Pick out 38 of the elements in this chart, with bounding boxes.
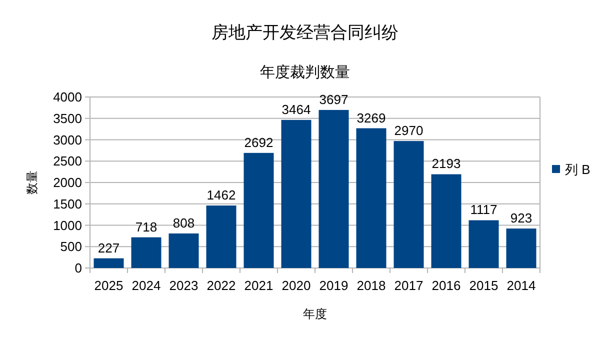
subtitle: 年度裁判数量 [260, 64, 350, 81]
x-tick-label: 2025 [94, 278, 124, 293]
y-tick-label: 4000 [53, 90, 82, 104]
x-tick-label: 2018 [356, 278, 386, 293]
y-tick-label: 0 [74, 260, 82, 276]
x-tick-label: 2024 [132, 278, 161, 293]
data-label: 3269 [356, 110, 386, 126]
x-tick-label: 2016 [432, 278, 461, 293]
data-label: 923 [510, 210, 532, 226]
x-tick-label: 2020 [282, 278, 311, 293]
y-tick-label: 1000 [53, 218, 82, 233]
legend-label: 列 B [565, 162, 590, 177]
data-label: 3464 [282, 102, 311, 117]
y-tick-label: 3000 [53, 132, 82, 148]
data-label: 2692 [244, 134, 274, 150]
x-tick-label: 2017 [394, 278, 424, 293]
y-tick-label: 2500 [53, 154, 82, 169]
data-label: 2970 [394, 123, 424, 138]
y-tick-label: 3500 [53, 110, 82, 126]
data-label: 3697 [319, 92, 348, 107]
y-tick-label: 500 [60, 239, 82, 254]
data-label: 1117 [470, 202, 498, 218]
x-tick-label: 2023 [169, 278, 198, 293]
x-tick-label: 2021 [244, 278, 274, 293]
data-label: 2193 [432, 156, 461, 172]
data-label: 1462 [206, 188, 236, 202]
x-axis-title: 年度 [303, 307, 327, 321]
x-tick-label: 2014 [506, 278, 536, 293]
data-label: 227 [98, 240, 120, 256]
x-tick-label: 2019 [319, 278, 348, 293]
y-tick-label: 1500 [53, 196, 82, 212]
data-label: 718 [135, 219, 158, 234]
y-tick-label: 2000 [53, 175, 82, 190]
title: 房地产开发经营合同纠纷 [212, 23, 398, 42]
y-axis-title: 数量 [25, 170, 39, 194]
x-tick-label: 2015 [469, 278, 498, 293]
x-tick-label: 2022 [206, 278, 236, 293]
data-label: 808 [172, 215, 195, 230]
